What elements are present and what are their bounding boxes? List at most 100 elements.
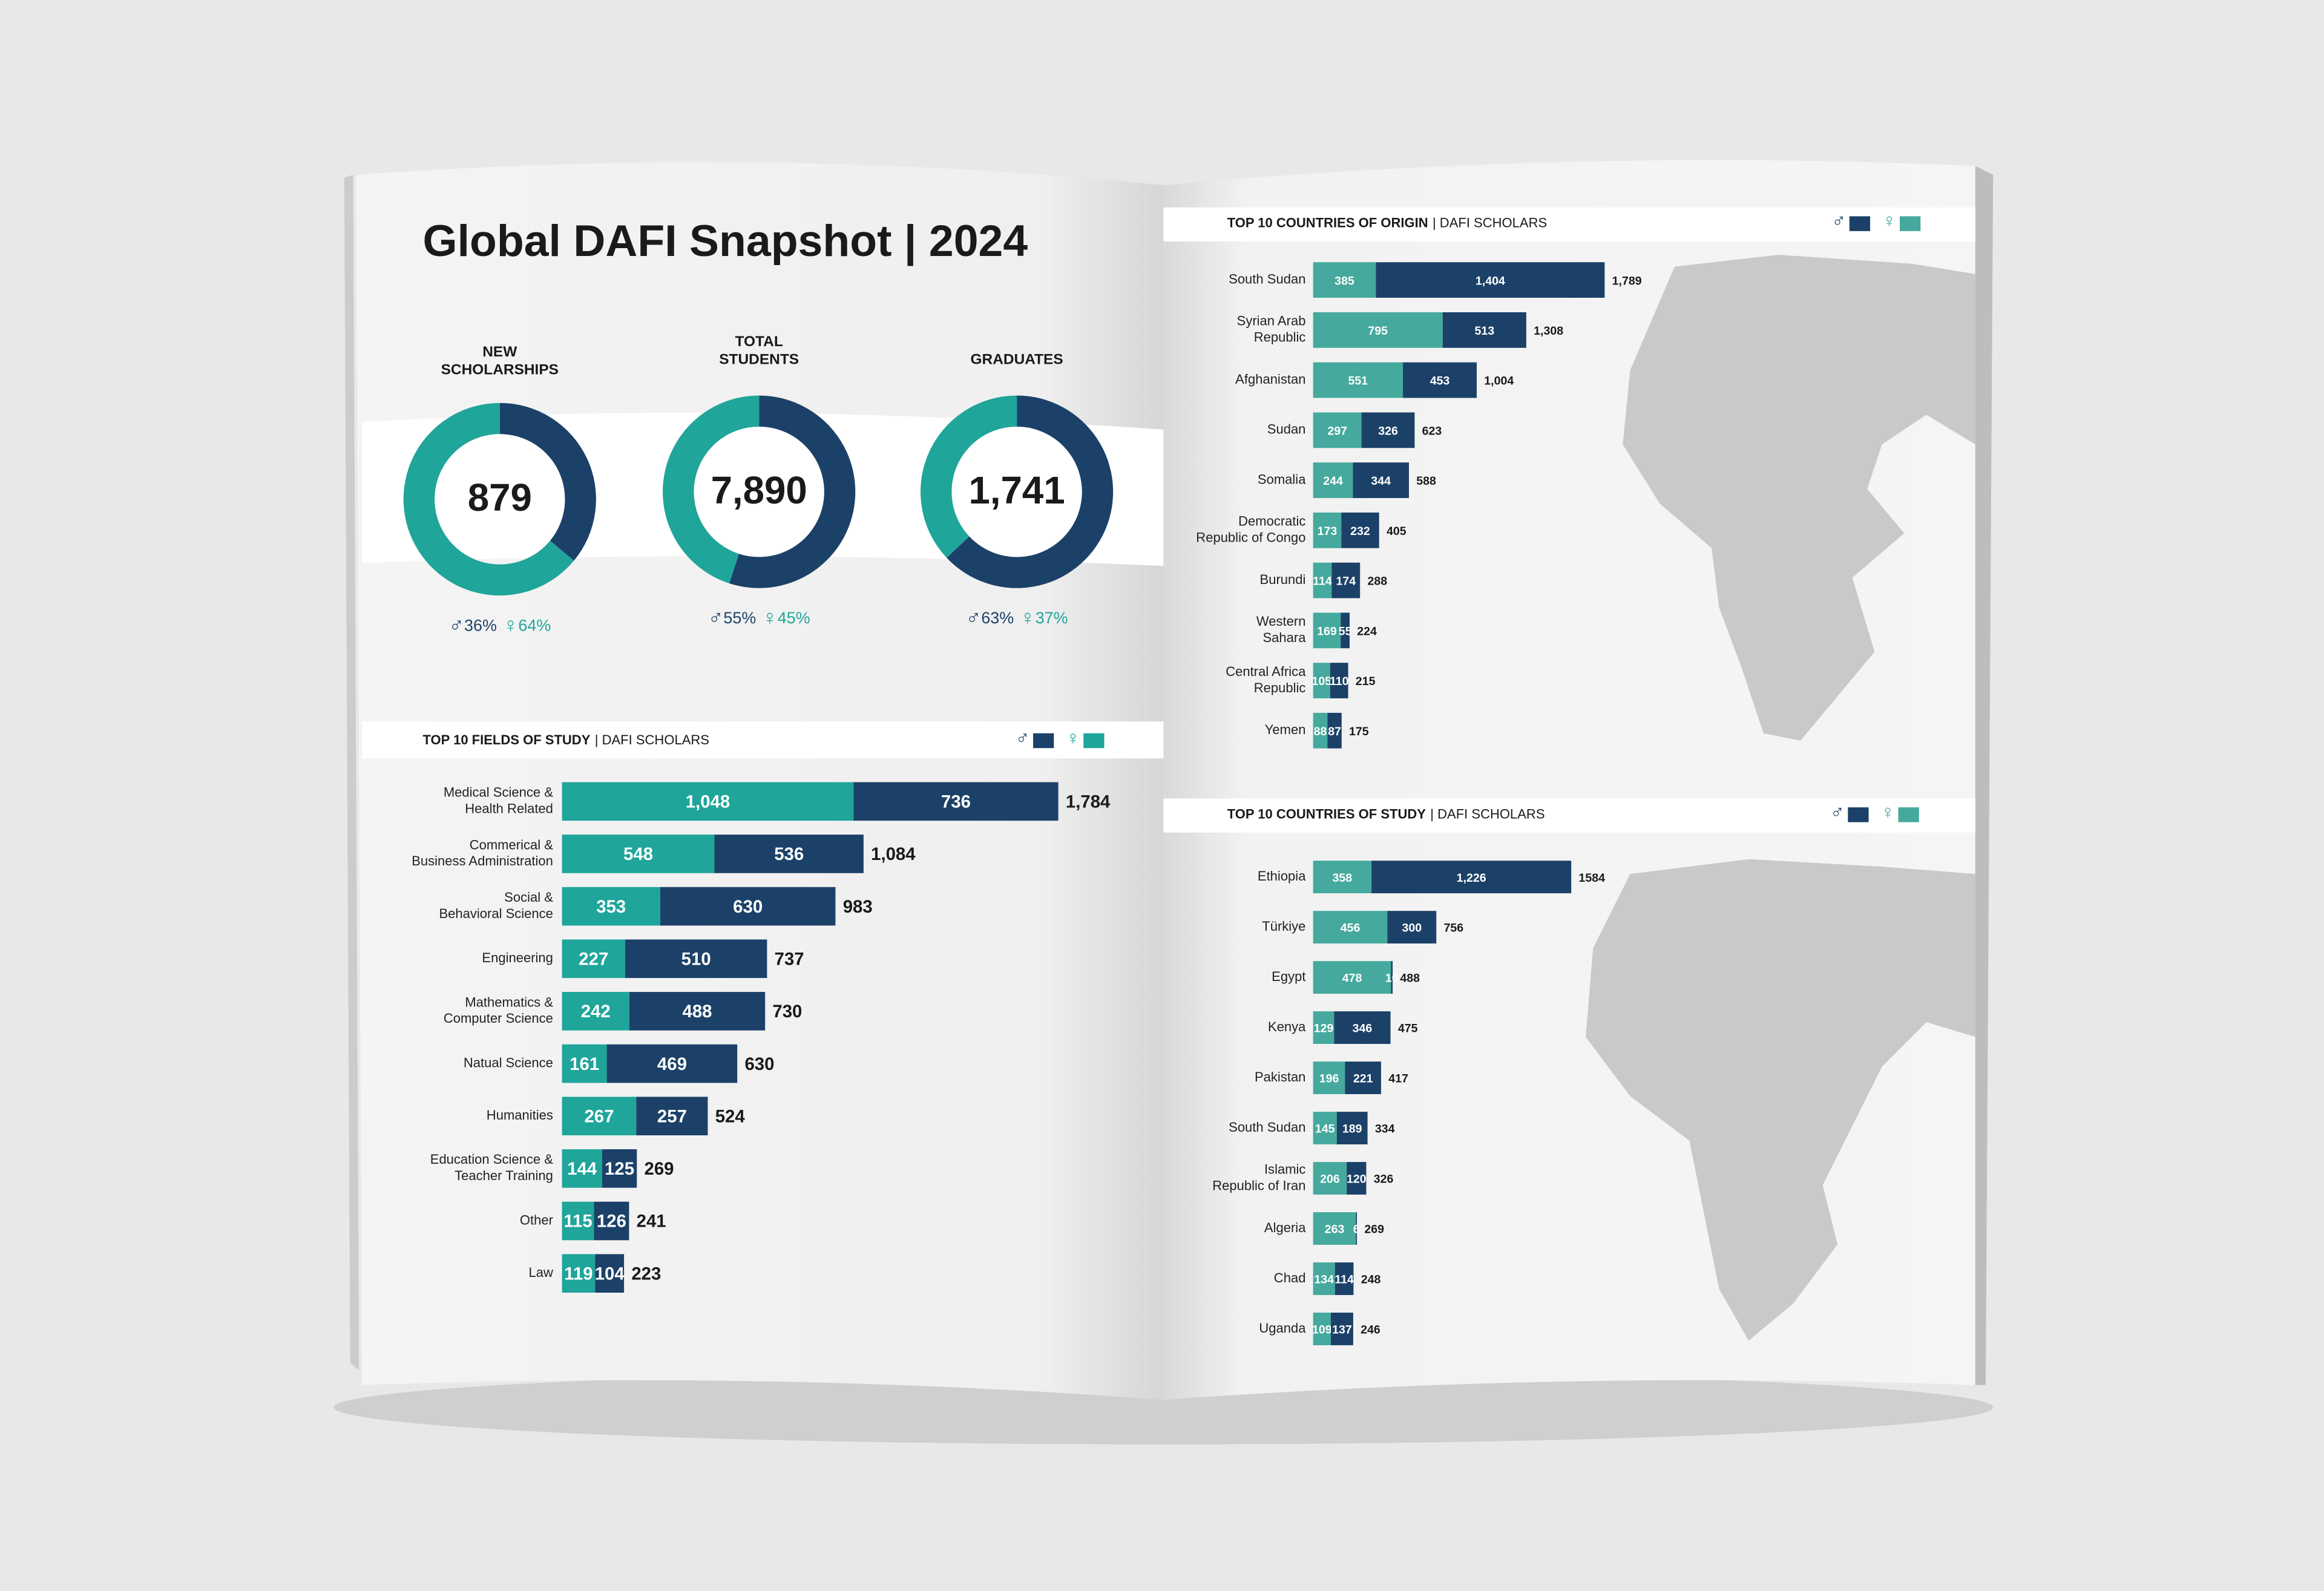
legend-swatch <box>1900 216 1921 231</box>
category-label: Natual Science <box>464 1055 553 1070</box>
bar-segment <box>1313 562 1332 599</box>
category-label: Other <box>520 1212 553 1227</box>
title: Global DAFI Snapshot | <box>423 216 917 266</box>
donut-segment <box>947 395 1114 588</box>
total-label: 1,308 <box>1534 324 1563 338</box>
value-label: 161 <box>570 1054 599 1074</box>
bar-segment <box>1313 663 1330 698</box>
value-label: 358 <box>1333 871 1353 885</box>
legend-value: 63% <box>981 609 1014 627</box>
value-label: 1,226 <box>1457 871 1486 885</box>
total-label: 223 <box>631 1264 661 1284</box>
value-label: 513 <box>1474 324 1494 338</box>
value-label: 630 <box>733 897 763 917</box>
value-label: 114 <box>1313 575 1332 588</box>
category-label: Health Related <box>465 801 553 816</box>
legend-swatch <box>1898 807 1919 822</box>
bar-segment <box>636 1097 708 1136</box>
value-label: 87 <box>1328 725 1341 738</box>
value-label: 536 <box>774 844 804 864</box>
value-label: 189 <box>1342 1123 1362 1136</box>
bar-segment <box>1331 1313 1353 1345</box>
category-label: Syrian Arab <box>1237 313 1306 329</box>
bar-segment <box>1361 412 1415 448</box>
total-label: 334 <box>1375 1123 1395 1136</box>
category-label: Business Administration <box>412 853 553 868</box>
total-label: 756 <box>1443 922 1463 935</box>
total-label: 417 <box>1388 1072 1408 1086</box>
category-label: Sahara <box>1262 630 1306 645</box>
value-label: 109 <box>1312 1324 1332 1337</box>
total-label: 241 <box>637 1212 666 1232</box>
value-label: 736 <box>941 792 971 812</box>
bar-segment <box>1313 911 1388 944</box>
total-label: 269 <box>645 1159 674 1179</box>
legend-value: 37% <box>1036 609 1068 627</box>
bar-segment <box>1387 911 1437 944</box>
value-label: 206 <box>1320 1173 1340 1186</box>
legend-value: 55% <box>723 609 756 627</box>
legend-symbol: ♀ <box>1020 606 1036 629</box>
bar-segment <box>1353 462 1410 498</box>
legend-symbol: ♂ <box>966 606 982 629</box>
donut-title: SCHOLARSHIPS <box>441 361 559 378</box>
total-label: 1,784 <box>1066 792 1111 812</box>
bar-segment <box>1313 412 1362 448</box>
section-title-main: TOP 10 COUNTRIES OF ORIGIN <box>1227 215 1428 230</box>
category-label: Republic <box>1254 330 1306 345</box>
value-label: 10 <box>1385 972 1399 985</box>
bar-segment <box>595 1254 625 1293</box>
total-label: 630 <box>744 1054 774 1074</box>
value-label: 134 <box>1314 1273 1334 1287</box>
value-label: 169 <box>1317 625 1337 638</box>
section-subtitle: | DAFI SCHOLARS <box>1430 806 1544 821</box>
bar-segment <box>1313 312 1443 348</box>
value-label: 88 <box>1314 725 1327 738</box>
legend-value: 64% <box>518 617 551 635</box>
total-label: 1,004 <box>1484 375 1514 388</box>
category-label: Sudan <box>1267 422 1306 437</box>
value-label: 145 <box>1315 1123 1335 1136</box>
value-label: 344 <box>1371 474 1391 488</box>
value-label: 119 <box>564 1264 592 1284</box>
bar-segment <box>1356 1212 1357 1245</box>
category-label: Computer Science <box>444 1011 553 1026</box>
bar-segment <box>1313 462 1353 498</box>
category-label: Republic of Congo <box>1196 530 1305 545</box>
total-label: 983 <box>843 897 873 917</box>
section-title-main: TOP 10 FIELDS OF STUDY <box>423 732 591 747</box>
value-label: 6 <box>1353 1223 1360 1236</box>
legend-value: 36% <box>464 617 497 635</box>
value-label: 453 <box>1430 375 1450 388</box>
bar-segment <box>1330 663 1348 698</box>
value-label: 55 <box>1339 625 1352 638</box>
value-label: 126 <box>597 1212 626 1232</box>
value-label: 232 <box>1350 525 1370 538</box>
donut-legend: ♂55% ♀45% <box>708 606 810 629</box>
category-label: Algeria <box>1264 1220 1306 1235</box>
donut-segment <box>729 395 856 588</box>
bar-segment <box>562 939 625 979</box>
section-title: TOP 10 FIELDS OF STUDY | DAFI SCHOLARS <box>423 732 709 747</box>
value-label: 1,048 <box>686 792 730 812</box>
category-label: Mathematics & <box>465 994 553 1009</box>
legend-swatch <box>1848 807 1869 822</box>
total-label: 475 <box>1398 1022 1418 1035</box>
value-label: 385 <box>1334 274 1354 287</box>
bar-segment <box>1313 1061 1345 1094</box>
bar-segment <box>1313 712 1328 749</box>
bar-segment <box>1313 512 1342 548</box>
value-label: 469 <box>657 1054 687 1074</box>
bar-segment <box>629 992 766 1031</box>
value-label: 242 <box>581 1002 611 1022</box>
legend-symbol: ♀ <box>762 606 778 629</box>
total-label: 737 <box>775 949 804 969</box>
section-subtitle: | DAFI SCHOLARS <box>595 732 709 747</box>
value-label: 548 <box>623 844 653 864</box>
bar-segment <box>602 1149 637 1188</box>
bar-segment <box>1403 362 1477 398</box>
value-label: 510 <box>681 949 711 969</box>
donut-legend: ♂63% ♀37% <box>966 606 1068 629</box>
